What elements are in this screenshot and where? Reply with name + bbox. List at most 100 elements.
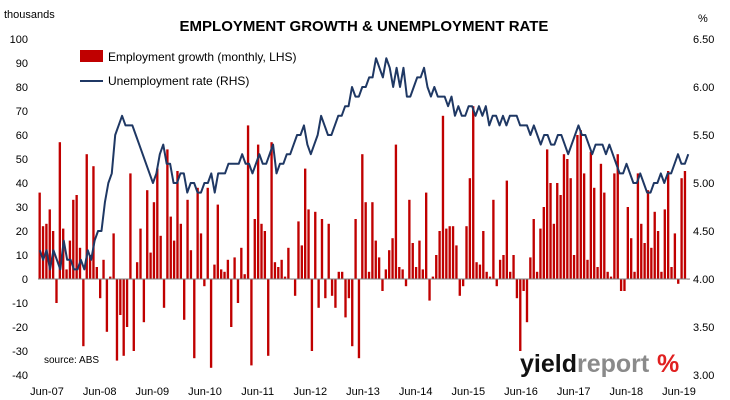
employment-bar: [102, 259, 105, 279]
employment-bar: [357, 279, 361, 359]
employment-bar: [72, 199, 75, 279]
employment-bar: [519, 279, 522, 351]
y-tick-label: -10: [12, 298, 28, 310]
y-tick-label: 30: [16, 202, 28, 214]
employment-bar: [455, 245, 458, 279]
employment-bar: [260, 223, 263, 279]
employment-bar: [445, 228, 448, 279]
employment-bar: [377, 257, 381, 279]
employment-bar: [367, 271, 371, 279]
employment-bar: [340, 271, 344, 279]
employment-bar: [435, 255, 438, 279]
employment-bar: [371, 202, 374, 279]
employment-bar: [230, 279, 233, 327]
employment-bar: [250, 279, 253, 366]
y-tick-label: -20: [12, 322, 28, 334]
employment-bar: [122, 279, 125, 356]
employment-bar: [461, 279, 465, 287]
employment-bar: [572, 255, 576, 279]
employment-bar: [579, 130, 582, 279]
employment-bar: [256, 144, 260, 279]
employment-bar: [293, 279, 297, 296]
employment-bar: [99, 279, 102, 299]
employment-bar: [535, 271, 539, 279]
employment-bar: [183, 279, 186, 320]
employment-bar: [448, 226, 451, 279]
legend-label-employment: Employment growth (monthly, LHS): [108, 50, 297, 64]
employment-bar: [384, 269, 388, 279]
legend-label-unemployment: Unemployment rate (RHS): [108, 74, 249, 88]
employment-bar: [566, 159, 569, 279]
legend-swatch-employment: [80, 50, 103, 62]
employment-bar: [223, 271, 226, 279]
x-tick-label: Jun-09: [136, 386, 170, 398]
employment-bar: [277, 267, 280, 279]
x-tick-label: Jun-11: [241, 386, 274, 398]
employment-bar: [172, 240, 176, 279]
x-tick-label: Jun-07: [30, 386, 64, 398]
y2-tick-label: 3.50: [693, 322, 714, 334]
employment-bar: [152, 202, 156, 279]
employment-bar: [317, 279, 320, 308]
employment-bar: [267, 279, 270, 356]
employment-bar: [135, 262, 139, 279]
employment-bar: [616, 154, 619, 279]
employment-bar: [280, 259, 283, 279]
employment-bar: [562, 154, 566, 279]
line-group: [38, 57, 690, 271]
employment-bar: [297, 221, 300, 279]
employment-bar: [438, 231, 441, 279]
employment-bar: [411, 243, 414, 279]
logo-text: yieldreport: [520, 350, 650, 378]
employment-bar: [226, 259, 230, 279]
employment-bar: [640, 223, 643, 279]
employment-bar: [381, 279, 384, 291]
employment-bar: [139, 228, 142, 279]
employment-bar: [55, 279, 58, 303]
employment-bar: [388, 250, 391, 279]
employment-bar: [58, 142, 62, 279]
employment-bar: [425, 192, 428, 279]
x-tick-label: Jun-17: [557, 386, 591, 398]
employment-bar: [653, 211, 656, 279]
employment-bar: [441, 115, 445, 279]
employment-bar: [125, 279, 129, 327]
employment-bar: [633, 271, 636, 279]
employment-bar: [670, 267, 673, 279]
employment-bar: [320, 219, 324, 279]
employment-bar: [85, 154, 88, 279]
employment-bar: [304, 168, 307, 279]
employment-bar: [203, 279, 206, 287]
employment-bar: [630, 238, 633, 279]
employment-bar: [472, 106, 475, 279]
employment-bar: [146, 190, 149, 279]
logo-report: report: [577, 350, 650, 378]
employment-bar: [263, 231, 267, 279]
employment-bar: [505, 180, 509, 279]
employment-bar: [105, 279, 109, 332]
employment-bar: [559, 195, 562, 279]
employment-bar: [475, 262, 478, 279]
employment-bar: [529, 257, 532, 279]
employment-bar: [418, 240, 421, 279]
employment-bar: [451, 226, 455, 279]
employment-bar: [599, 163, 603, 279]
employment-bar: [646, 190, 650, 279]
employment-bar: [408, 199, 411, 279]
x-tick-label: Jun-15: [452, 386, 486, 398]
y-tick-label: 0: [22, 274, 28, 286]
employment-bar: [324, 279, 327, 299]
employment-bar: [109, 276, 112, 279]
employment-bar: [596, 267, 599, 279]
source-annotation: source: ABS: [44, 355, 99, 366]
employment-bar: [414, 267, 418, 279]
employment-bar: [65, 269, 68, 279]
employment-bar: [677, 279, 680, 284]
employment-bar: [643, 243, 646, 279]
unemployment-rate-line: [38, 57, 690, 271]
employment-bar: [515, 279, 519, 299]
employment-bar: [636, 173, 640, 279]
employment-bar: [576, 135, 579, 279]
employment-bar: [552, 223, 556, 279]
